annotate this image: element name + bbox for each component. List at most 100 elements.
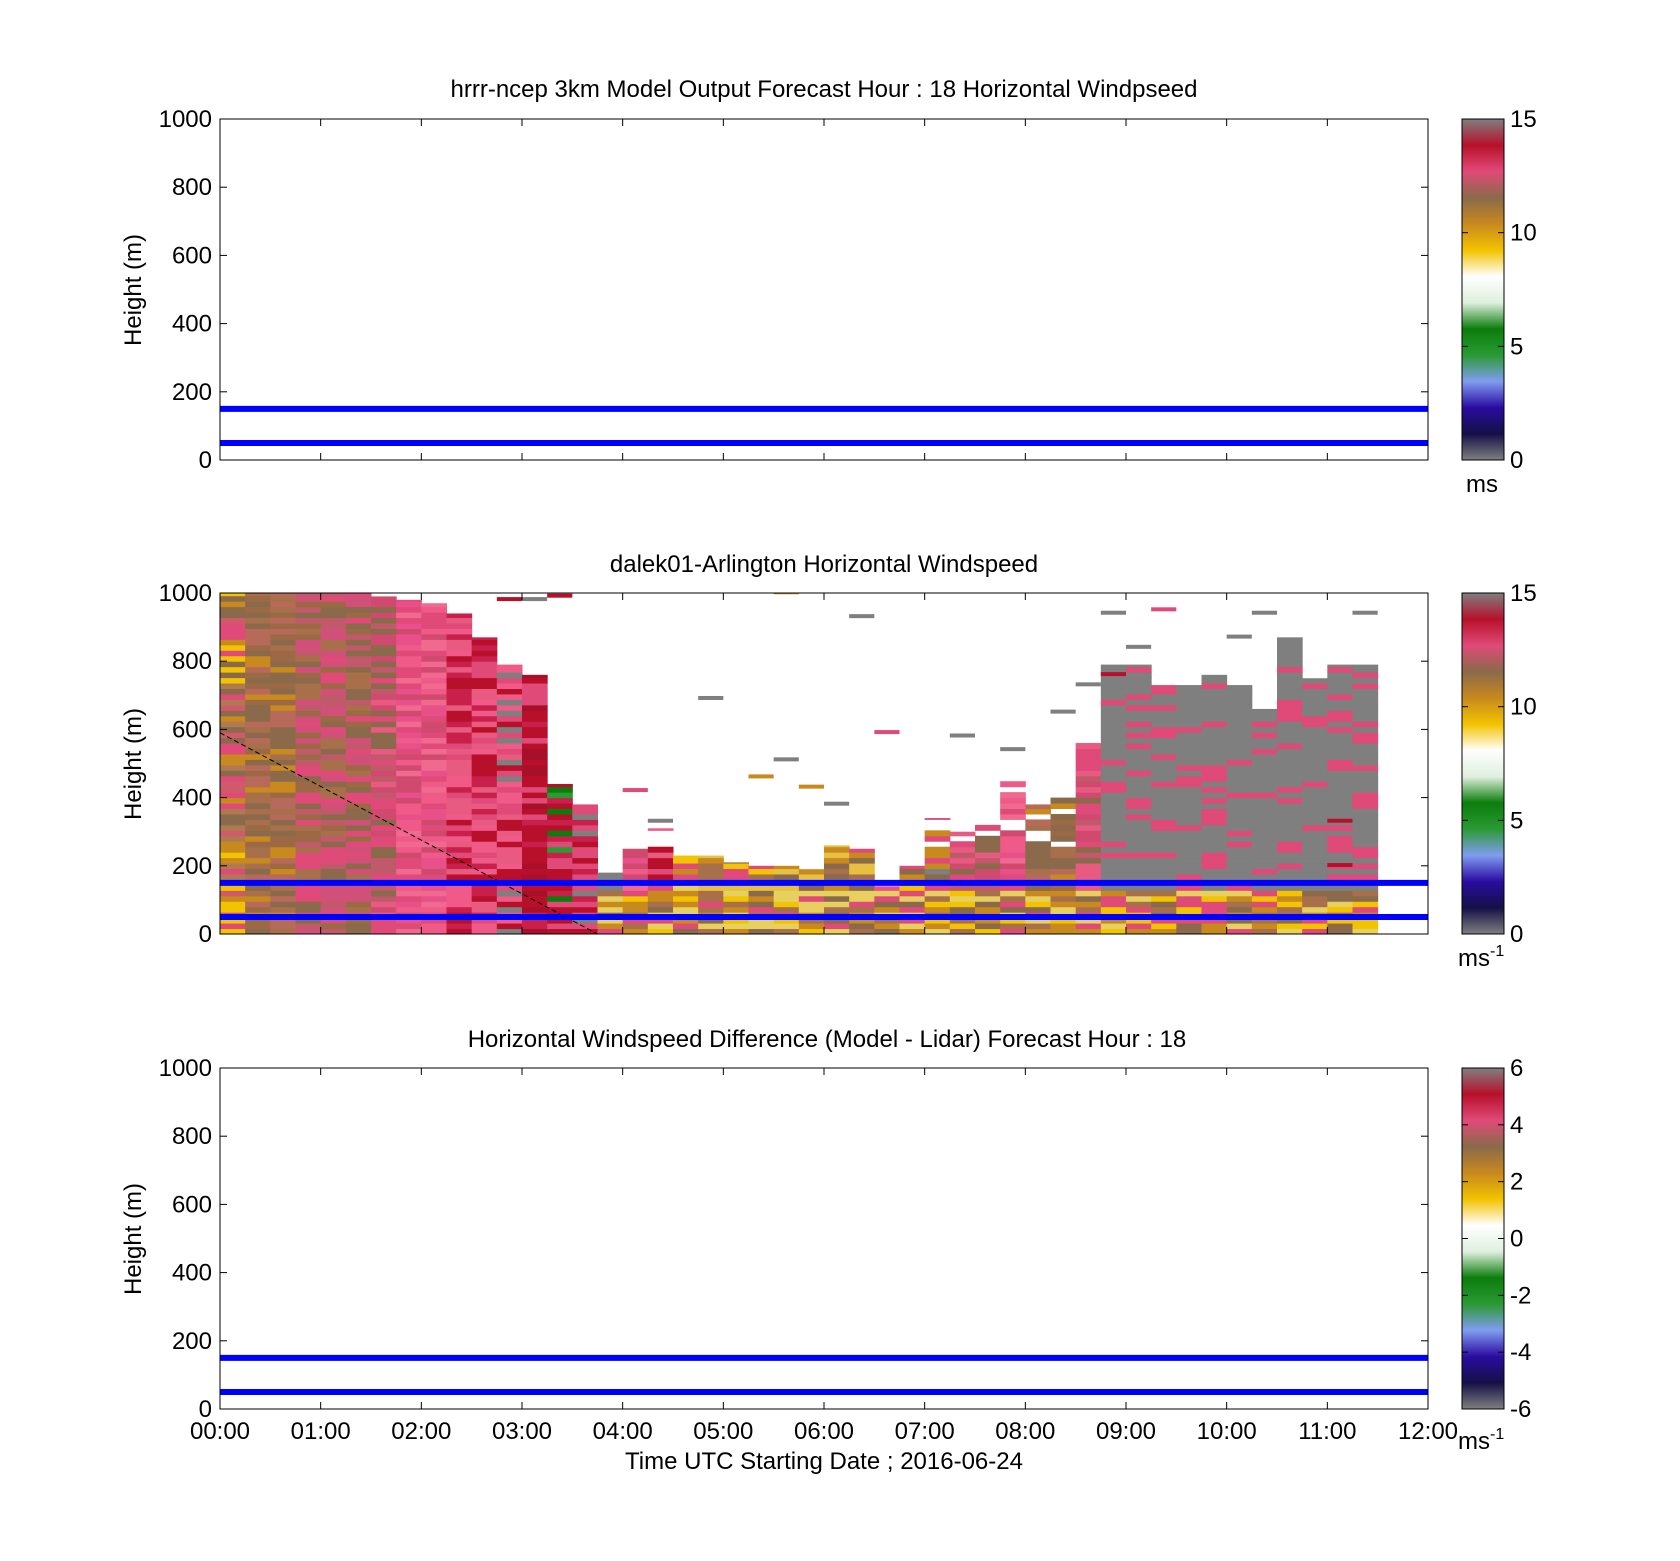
- heatmap-cell: [245, 863, 271, 870]
- heatmap-cell: [1100, 895, 1127, 902]
- heatmap-cell: [320, 841, 347, 848]
- heatmap-cell: [1126, 841, 1152, 848]
- heatmap-cell: [245, 873, 271, 880]
- colorbar-ramp: [1461, 118, 1505, 461]
- heatmap-cell: [1050, 923, 1077, 930]
- heatmap-cell: [446, 835, 473, 842]
- heatmap-cell: [295, 644, 322, 651]
- heatmap-cell: [522, 704, 548, 711]
- heatmap-cell: [345, 786, 372, 793]
- heatmap-cell: [245, 693, 271, 700]
- heatmap-cell: [1100, 835, 1127, 842]
- heatmap-cell: [220, 748, 246, 755]
- heatmap-cell: [270, 732, 296, 739]
- heatmap-cell: [723, 863, 749, 870]
- heatmap-cell: [245, 710, 271, 717]
- heatmap-cell: [1327, 928, 1353, 934]
- heatmap-cell: [924, 901, 951, 908]
- heatmap-cell: [496, 770, 523, 777]
- heatmap-cell: [647, 868, 674, 875]
- heatmap-cell: [899, 901, 926, 908]
- heatmap-cell: [1126, 737, 1152, 744]
- heatmap-cell: [1100, 873, 1127, 880]
- heatmap-cell: [1000, 901, 1026, 908]
- heatmap-cell: [396, 803, 422, 810]
- heatmap-cell: [295, 890, 322, 897]
- heatmap-cell: [1226, 841, 1253, 848]
- heatmap-cell: [1151, 685, 1177, 689]
- heatmap-cell: [320, 753, 347, 760]
- heatmap-cell: [1126, 743, 1152, 749]
- heatmap-cell: [622, 917, 649, 924]
- heatmap-cell: [824, 884, 850, 891]
- heatmap-cell: [572, 901, 598, 908]
- heatmap-cell: [874, 890, 900, 897]
- heatmap-cell: [1151, 928, 1177, 934]
- heatmap-cell: [320, 863, 347, 870]
- heatmap-cell: [1352, 743, 1379, 749]
- heatmap-cell: [1226, 830, 1253, 837]
- heatmap-cell: [673, 890, 699, 897]
- heatmap-cell: [1100, 781, 1127, 788]
- heatmap-cell: [245, 786, 271, 793]
- heatmap-cell: [547, 803, 573, 810]
- heatmap-cell: [547, 852, 573, 859]
- heatmap-cell: [371, 770, 397, 777]
- heatmap-cell: [1327, 917, 1353, 924]
- heatmap-cell: [446, 841, 473, 848]
- heatmap-cell: [1352, 841, 1379, 848]
- heatmap-cell: [496, 710, 523, 717]
- dashed-line: [219, 732, 598, 935]
- heatmap-cell: [295, 917, 322, 924]
- heatmap-cell: [220, 824, 246, 831]
- heatmap-cell: [371, 677, 397, 684]
- heatmap-cell: [1226, 803, 1253, 810]
- heatmap-cell: [522, 906, 548, 913]
- heatmap-cell: [220, 775, 246, 782]
- heatmap-cell: [1277, 644, 1303, 651]
- heatmap-cell: [698, 901, 724, 908]
- heatmap-cell: [949, 841, 976, 848]
- heatmap-cell: [1050, 803, 1077, 810]
- heatmap-cell: [1327, 748, 1353, 755]
- heatmap-cell: [1050, 852, 1077, 859]
- heatmap-cell: [748, 890, 775, 897]
- heatmap-cell: [371, 704, 397, 711]
- heatmap-cell: [1201, 824, 1228, 831]
- heatmap-cell: [320, 873, 347, 880]
- heatmap-cell: [345, 617, 372, 624]
- heatmap-cell: [1302, 846, 1328, 853]
- heatmap-cell: [1151, 923, 1177, 930]
- heatmap-cell: [270, 683, 296, 689]
- heatmap-cell: [295, 715, 322, 722]
- x-ticks: 00:00 01:00 02:00 03:00 04:00 05:00 06:00 07:00…: [190, 1068, 1458, 1445]
- heatmap-cell: [345, 726, 372, 733]
- heatmap-cell: [547, 868, 573, 875]
- heatmap-cell: [1075, 803, 1102, 810]
- heatmap-cell: [1302, 732, 1328, 739]
- heatmap-cell: [1000, 873, 1026, 880]
- heatmap-cell: [924, 928, 951, 934]
- heatmap-cell: [295, 764, 322, 771]
- heatmap-cell: [899, 873, 926, 880]
- heatmap-cell: [1126, 644, 1152, 649]
- heatmap-cell: [1151, 901, 1177, 908]
- heatmap-cell: [446, 644, 473, 651]
- heatmap-cell: [471, 743, 498, 749]
- heatmap-cell: [496, 759, 523, 766]
- heatmap-cell: [421, 830, 447, 837]
- heatmap-cell: [924, 818, 951, 820]
- heatmap-cell: [1050, 901, 1077, 908]
- heatmap-cell: [622, 928, 649, 934]
- heatmap-cell: [1327, 704, 1353, 711]
- heatmap-cell: [471, 764, 498, 771]
- heatmap-cell: [496, 764, 523, 771]
- heatmap-cell: [396, 683, 422, 689]
- heatmap-cell: [345, 753, 372, 760]
- heatmap-cell: [924, 917, 951, 924]
- heatmap-cell: [1201, 704, 1228, 711]
- heatmap-cell: [1025, 928, 1051, 934]
- heatmap-cell: [698, 895, 724, 902]
- heatmap-cell: [723, 901, 749, 908]
